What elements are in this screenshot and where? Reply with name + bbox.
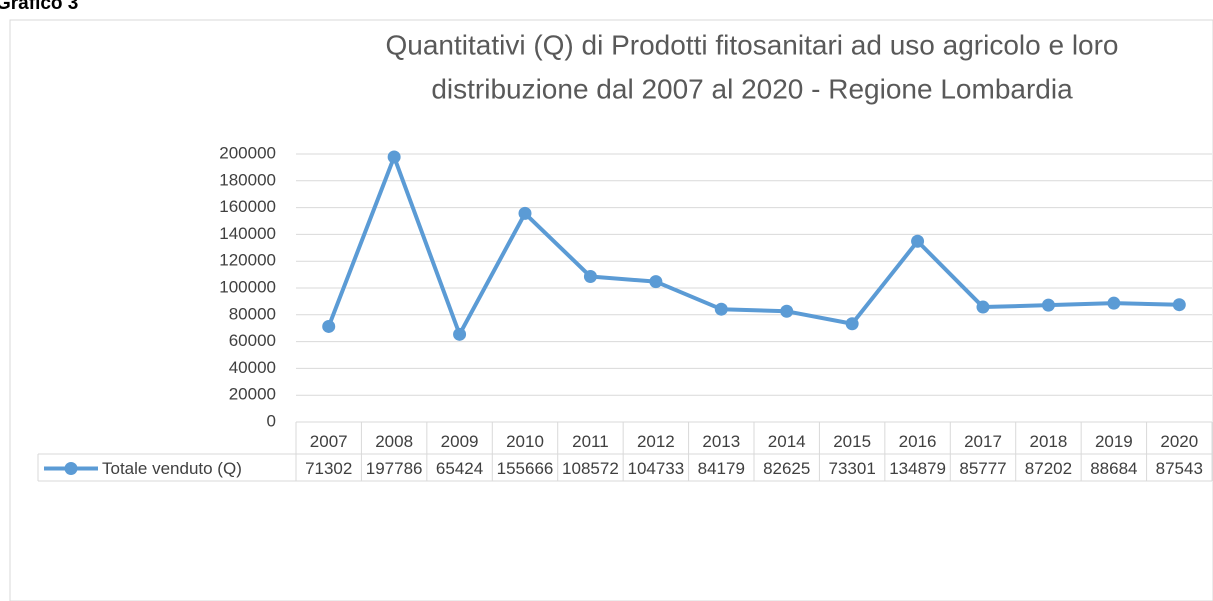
- table-value: 65424: [436, 459, 483, 478]
- x-tick-label: 2007: [310, 432, 348, 451]
- x-tick-label: 2014: [768, 432, 806, 451]
- y-tick-label: 0: [267, 411, 276, 430]
- x-tick-label: 2017: [964, 432, 1002, 451]
- table-value: 104733: [627, 459, 684, 478]
- y-tick-label: 200000: [219, 143, 276, 162]
- table-value: 84179: [698, 459, 745, 478]
- point: [1041, 298, 1055, 312]
- chart-title: Quantitativi (Q) di Prodotti fitosanitar…: [385, 29, 1118, 60]
- chart-border: [9, 19, 1213, 601]
- y-tick-label: 80000: [229, 304, 276, 323]
- line: [326, 154, 1180, 337]
- y-tick-label: 140000: [219, 224, 276, 243]
- point: [518, 206, 532, 220]
- table-value: 73301: [829, 459, 876, 478]
- point: [322, 319, 336, 333]
- y-tick-label: 100000: [219, 277, 276, 296]
- x-tick-label: 2009: [441, 432, 479, 451]
- point: [845, 317, 859, 331]
- x-tick-label: 2010: [506, 432, 544, 451]
- point: [1107, 296, 1121, 310]
- table-value: 108572: [562, 459, 619, 478]
- table-value: 87543: [1156, 459, 1203, 478]
- y-tick-label: 60000: [229, 331, 276, 350]
- y-tick-label: 40000: [229, 358, 276, 377]
- y-tick-label: 120000: [219, 251, 276, 270]
- table-value: 82625: [763, 459, 810, 478]
- point: [911, 234, 925, 248]
- y-tick-label: 180000: [219, 170, 276, 189]
- table-value: 155666: [497, 459, 554, 478]
- point: [453, 327, 467, 341]
- table-value: 87202: [1025, 459, 1072, 478]
- x-tick-label: 2015: [833, 432, 871, 451]
- x-tick-label: 2016: [899, 432, 937, 451]
- x-tick-label: 2008: [375, 432, 413, 451]
- legend-label: Totale venduto (Q): [102, 459, 242, 478]
- table-value: 134879: [889, 459, 946, 478]
- table-value: 71302: [305, 459, 352, 478]
- point: [387, 150, 401, 164]
- caption: Grafico 3: [0, 0, 78, 14]
- point: [649, 275, 663, 289]
- y-tick-label: 20000: [229, 385, 276, 404]
- legend-marker: [64, 462, 78, 475]
- x-tick-label: 2013: [702, 432, 740, 451]
- table-value: 85777: [959, 459, 1006, 478]
- x-tick-label: 2020: [1160, 432, 1198, 451]
- x-tick-label: 2011: [572, 432, 609, 451]
- x-tick-label: 2012: [637, 432, 675, 451]
- x-tick-label: 2018: [1030, 432, 1068, 451]
- point: [976, 300, 990, 314]
- point: [583, 270, 597, 284]
- y-tick-label: 160000: [219, 197, 276, 216]
- point: [1172, 298, 1186, 312]
- x-tick-label: 2019: [1095, 432, 1133, 451]
- point: [780, 304, 794, 318]
- table-value: 197786: [366, 459, 423, 478]
- chart-title: distribuzione dal 2007 al 2020 - Regione…: [431, 73, 1073, 104]
- table-value: 88684: [1090, 459, 1137, 478]
- point: [714, 302, 728, 316]
